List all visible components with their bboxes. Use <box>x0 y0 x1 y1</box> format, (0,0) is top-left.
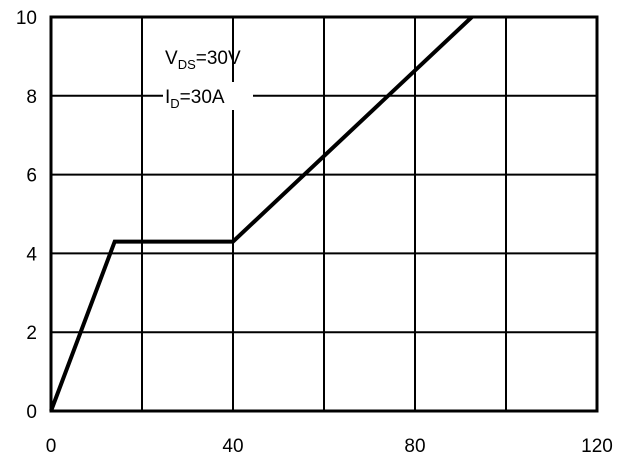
y-tick-label-3: 6 <box>26 166 37 187</box>
series-line-0 <box>49 15 474 412</box>
y-tick-label-5: 10 <box>16 8 37 29</box>
x-tick-label-1: 40 <box>222 436 243 457</box>
annotation-id-value: =30A <box>180 87 225 108</box>
tick-label-layer: 0 40 80 120 0 2 4 6 8 10 <box>16 8 613 457</box>
y-tick-label-4: 8 <box>26 87 37 108</box>
x-tick-label-0: 0 <box>46 436 57 457</box>
annotation-vds-main: V <box>165 48 178 69</box>
annotation-id: ID=30A <box>165 87 225 111</box>
annotation-id-main: I <box>165 87 170 108</box>
annotation-vds-subscript: DS <box>178 57 196 72</box>
y-tick-label-0: 0 <box>26 402 37 423</box>
frame-layer <box>49 15 599 413</box>
y-tick-label-1: 2 <box>26 323 37 344</box>
x-tick-label-2: 80 <box>404 436 425 457</box>
x-tick-label-3: 120 <box>581 436 613 457</box>
annotation-id-subscript: D <box>170 96 179 111</box>
series-layer <box>49 15 474 412</box>
annotation-vds-value: =30V <box>196 48 241 69</box>
annotation-vds: VDS=30V <box>165 48 241 72</box>
annotation-layer: VDS=30V ID=30A <box>163 48 253 111</box>
annotation-id-background <box>163 82 253 110</box>
y-tick-label-2: 4 <box>26 244 37 265</box>
plot-frame <box>49 15 599 413</box>
